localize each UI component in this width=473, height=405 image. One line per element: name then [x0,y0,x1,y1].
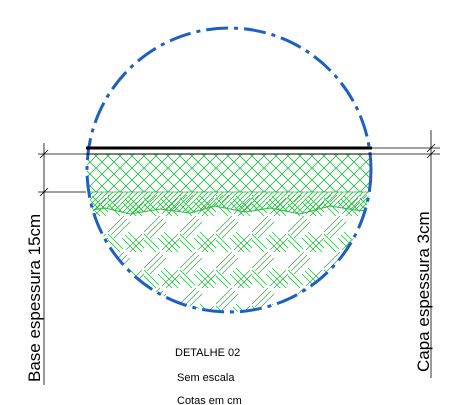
subgrade-layer [87,195,371,312]
units-note: Cotas em cm [177,395,242,405]
detail-circle [85,26,373,314]
detail-title: DETALHE 02 [175,347,240,359]
base-dimension-label: Base espessura 15cm [25,214,44,382]
base-dimension [38,143,86,385]
scale-note: Sem escala [177,372,235,384]
capa-dimension-label: Capa espessura 3cm [414,211,433,372]
interface-line [87,205,371,215]
base-layer [87,154,371,192]
transition-layer [87,192,371,214]
capa-dimension [372,130,440,378]
